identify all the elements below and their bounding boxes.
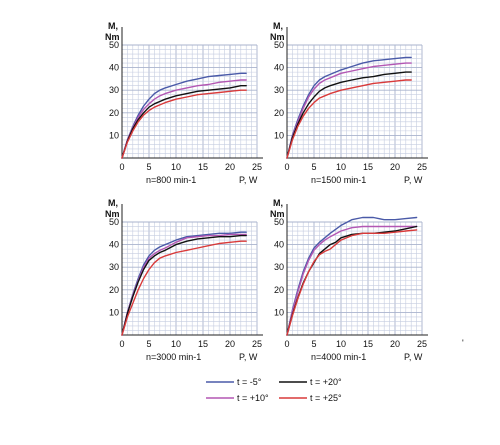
x-tick-label: 0 [284, 339, 289, 349]
y-axis-label-bottom: Nm [270, 209, 285, 219]
y-axis-label-top: M, [273, 198, 283, 208]
series-line-2 [121, 234, 247, 336]
legend: t = -5° t = +20° t = +10° t = +25° [206, 377, 342, 403]
series-line-0 [286, 56, 412, 159]
series-line-1 [286, 62, 412, 159]
y-axis-label-bottom: Nm [105, 209, 120, 219]
y-tick-label: 20 [109, 285, 119, 295]
panel-caption: n=4000 min-1 [311, 352, 366, 362]
y-axis-label-bottom: Nm [270, 32, 285, 42]
y-axis-label-top: M, [108, 21, 118, 31]
x-tick-label: 25 [252, 162, 262, 172]
y-tick-label: 10 [109, 130, 119, 140]
y-tick-label: 10 [274, 130, 284, 140]
y-tick-label: 10 [274, 307, 284, 317]
y-tick-label: 20 [274, 108, 284, 118]
y-tick-label: 30 [274, 262, 284, 272]
legend-label-plus10: t = +10° [237, 393, 269, 403]
panel-caption: n=3000 min-1 [146, 352, 201, 362]
series-line-1 [286, 225, 418, 336]
y-tick-label: 40 [274, 240, 284, 250]
x-tick-label: 0 [119, 162, 124, 172]
series-line-0 [121, 72, 247, 159]
y-tick-label: 50 [274, 40, 284, 50]
stray-mark: ' [462, 338, 464, 348]
x-tick-label: 20 [390, 162, 400, 172]
panel-800: 10 20 30 40 50 0 5 10 15 20 25 M,Nm P, W n=800 min-1 [105, 21, 263, 185]
x-tick-label: 20 [225, 339, 235, 349]
y-tick-label: 50 [109, 217, 119, 227]
x-tick-label: 15 [198, 339, 208, 349]
y-tick-label: 50 [274, 217, 284, 227]
x-axis-label: P, W [404, 175, 423, 185]
x-axis-label: P, W [239, 175, 258, 185]
x-tick-label: 0 [284, 162, 289, 172]
x-tick-label: 5 [146, 339, 151, 349]
series-line-3 [286, 79, 412, 159]
x-tick-label: 15 [363, 339, 373, 349]
panel-caption: n=1500 min-1 [311, 175, 366, 185]
y-tick-label: 20 [274, 285, 284, 295]
panel-caption: n=800 min-1 [146, 175, 196, 185]
x-tick-label: 20 [390, 339, 400, 349]
x-tick-label: 25 [417, 339, 427, 349]
legend-label-plus25: t = +25° [310, 393, 342, 403]
legend-label-plus20: t = +20° [310, 377, 342, 387]
y-tick-label: 50 [109, 40, 119, 50]
x-tick-label: 25 [417, 162, 427, 172]
panel-1500: 10 20 30 40 50 0 5 10 15 20 25 M,Nm P, W n=1500 min-1 [270, 21, 428, 185]
panel-3000: 10 20 30 40 50 0 5 10 15 20 25 M,Nm P, W n=3000 min-1 [105, 198, 263, 362]
legend-label-minus5: t = -5° [237, 377, 262, 387]
y-tick-label: 30 [109, 262, 119, 272]
x-tick-label: 5 [311, 339, 316, 349]
x-tick-label: 5 [146, 162, 151, 172]
y-axis-label-top: M, [108, 198, 118, 208]
series-line-3 [121, 240, 247, 336]
x-tick-label: 0 [119, 339, 124, 349]
x-tick-label: 25 [252, 339, 262, 349]
x-tick-label: 10 [171, 339, 181, 349]
x-tick-label: 10 [171, 162, 181, 172]
x-tick-label: 15 [198, 162, 208, 172]
panel-4000: 10 20 30 40 50 0 5 10 15 20 25 M,Nm P, W n=4000 min-1 [270, 198, 428, 362]
y-tick-label: 30 [109, 85, 119, 95]
series-line-2 [121, 85, 247, 159]
y-tick-label: 30 [274, 85, 284, 95]
x-tick-label: 10 [336, 162, 346, 172]
x-axis-label: P, W [404, 352, 423, 362]
x-tick-label: 15 [363, 162, 373, 172]
series-line-3 [121, 89, 247, 159]
series-line-1 [121, 79, 247, 159]
series-line-2 [286, 71, 412, 159]
y-tick-label: 40 [109, 240, 119, 250]
y-axis-label-bottom: Nm [105, 32, 120, 42]
x-tick-label: 10 [336, 339, 346, 349]
x-tick-label: 5 [311, 162, 316, 172]
series-line-3 [286, 229, 418, 336]
y-axis-label-top: M, [273, 21, 283, 31]
y-tick-label: 40 [109, 63, 119, 73]
y-tick-label: 40 [274, 63, 284, 73]
x-tick-label: 20 [225, 162, 235, 172]
y-tick-label: 10 [109, 307, 119, 317]
y-tick-label: 20 [109, 108, 119, 118]
x-axis-label: P, W [239, 352, 258, 362]
